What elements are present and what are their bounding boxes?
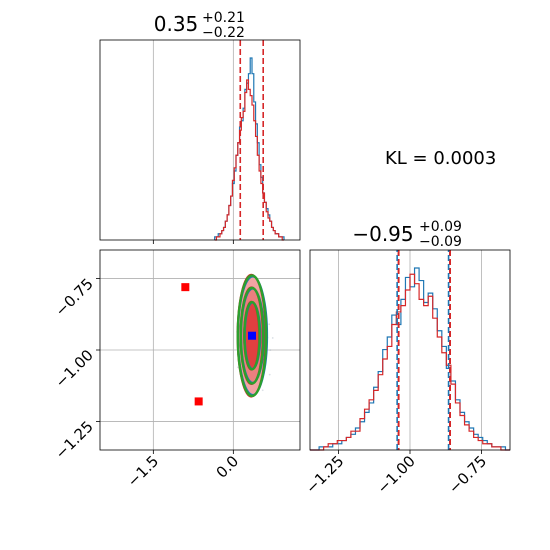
param2-title-main: −0.95 (352, 222, 413, 246)
x-tick-label-1: 0.0 (213, 452, 243, 482)
scatter-point (269, 349, 272, 352)
x-tick-label-0: −1.25 (302, 452, 347, 497)
contour-outline-2-1 (239, 286, 265, 385)
panel-frame (99, 39, 301, 241)
scatter-point (271, 337, 274, 339)
scatter-point (268, 323, 271, 326)
joint-contour-plot: −1.5 0.0 −0.75 −1.00 −1.25 (52, 249, 301, 491)
y-tick-label-2: −1.25 (52, 418, 97, 463)
x-tick-label-0: −1.5 (124, 452, 162, 490)
param2-title-sup: +0.09 (419, 219, 462, 235)
kl-divergence-label: KL = 0.0003 (385, 148, 496, 169)
scatter-point (268, 373, 271, 376)
y-tick-label-1: −1.00 (52, 346, 97, 391)
contour-outline-2-2 (243, 300, 261, 371)
marginal-histogram-param1 (99, 39, 301, 244)
param1-title-sub: −0.22 (202, 25, 245, 41)
marker-square-0 (181, 283, 190, 292)
marker-square-2 (248, 331, 256, 340)
scatter-point (261, 389, 264, 392)
param1-title-sup: +0.21 (202, 10, 245, 26)
x-tick-label-2: −0.75 (445, 452, 490, 497)
contour-outline-2-0 (236, 274, 268, 398)
param2-title: −0.95 (352, 222, 413, 246)
hist-series-0 (214, 57, 285, 240)
x-tick-label-1: −1.00 (374, 452, 419, 497)
hist-series-1 (310, 273, 510, 451)
y-tick-label-0: −0.75 (52, 275, 97, 320)
param2-title-sub: −0.09 (419, 234, 462, 250)
scatter-point (236, 366, 239, 369)
marginal-histogram-param2: −1.25 −1.00 −0.75 (302, 249, 511, 497)
param1-title-main: 0.35 (154, 12, 199, 36)
marker-square-1 (194, 397, 203, 406)
param1-title: 0.35 (154, 12, 199, 36)
hist-series-1 (214, 79, 284, 241)
